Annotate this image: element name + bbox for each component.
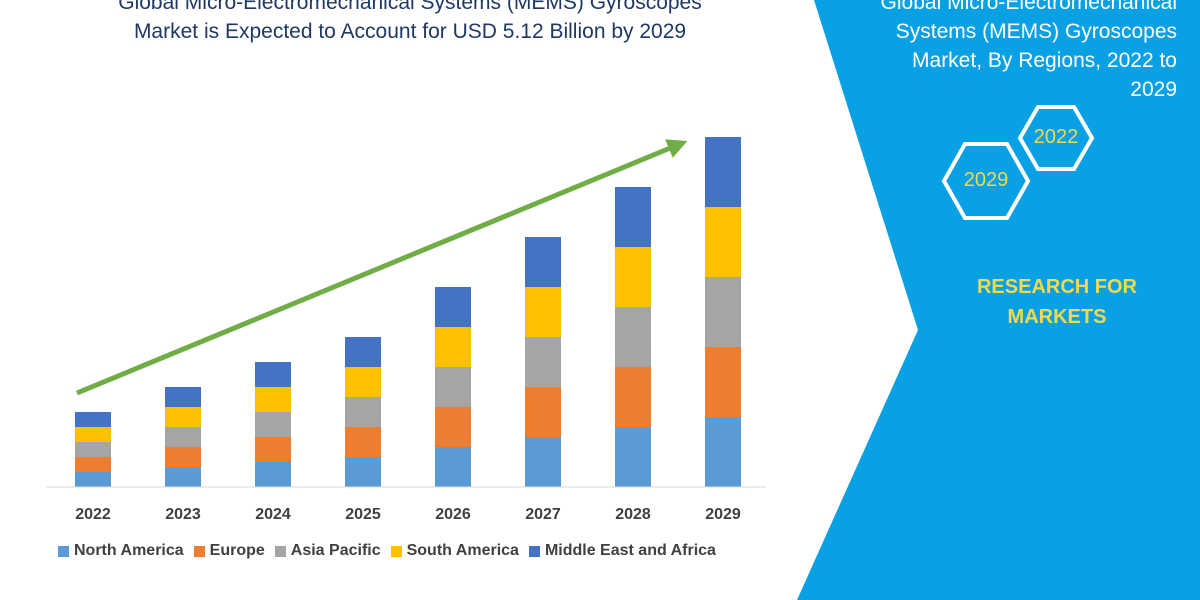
x-tick-label-2028: 2028 xyxy=(615,506,651,523)
bar-2025-series-4 xyxy=(345,337,381,367)
chart-title: Global Micro-Electromechanical Systems (… xyxy=(60,0,760,46)
x-tick-label-2029: 2029 xyxy=(705,506,741,523)
legend-swatch-1 xyxy=(193,545,205,557)
bar-2024-series-3 xyxy=(255,387,291,412)
hexagon-2029-label: 2029 xyxy=(963,169,1009,191)
bar-2025-series-2 xyxy=(345,397,381,427)
bar-2027-series-2 xyxy=(525,337,561,387)
legend-label-1: Europe xyxy=(209,542,265,559)
bar-2027-series-0 xyxy=(525,437,561,487)
bar-2023-series-2 xyxy=(165,427,201,447)
bar-2026-series-0 xyxy=(435,447,471,487)
hexagon-2022-outline xyxy=(1017,105,1095,171)
hexagon-2029-outline xyxy=(941,142,1031,220)
bar-2028-series-1 xyxy=(615,367,651,427)
x-tick-label-2024: 2024 xyxy=(255,506,291,523)
side-panel-title: Global Micro-Electromechanical Systems (… xyxy=(830,0,1177,104)
x-tick-label-2027: 2027 xyxy=(525,506,561,523)
bar-2028-series-3 xyxy=(615,247,651,307)
side-title-line-4: 2029 xyxy=(1130,78,1177,101)
bar-2029-series-0 xyxy=(705,417,741,487)
bar-2022-series-4 xyxy=(75,412,111,427)
bar-2025-series-0 xyxy=(345,457,381,487)
bar-2029-series-1 xyxy=(705,347,741,417)
bar-2022-series-3 xyxy=(75,427,111,442)
side-title-line-1: Global Micro-Electromechanical xyxy=(880,0,1177,14)
legend-swatch-2 xyxy=(274,545,286,557)
bar-2024-series-4 xyxy=(255,362,291,387)
bar-2024-series-1 xyxy=(255,437,291,462)
legend: North America Europe Asia Pacific South Ame… xyxy=(58,540,716,562)
legend-item-4: Middle East and Africa xyxy=(528,542,716,560)
legend-item-2: Asia Pacific xyxy=(274,542,381,560)
bar-2023-series-3 xyxy=(165,407,201,427)
bar-2026-series-3 xyxy=(435,327,471,367)
bar-2028-series-4 xyxy=(615,187,651,247)
legend-label-4: Middle East and Africa xyxy=(544,542,716,559)
x-tick-labels: 2022 2023 2024 2025 2026 2027 2028 2029 xyxy=(75,506,741,523)
legend-item-3: South America xyxy=(390,542,519,560)
chart-title-line-1: Global Micro-Electromechanical Systems (… xyxy=(118,0,702,14)
chart-title-line-2: Market is Expected to Account for USD 5.… xyxy=(133,20,687,43)
x-tick-label-2023: 2023 xyxy=(165,506,201,523)
brand-text: RESEARCH FOR MARKETS xyxy=(940,272,1174,332)
bar-2022-series-1 xyxy=(75,457,111,472)
bar-2022-series-2 xyxy=(75,442,111,457)
bar-2027-series-4 xyxy=(525,237,561,287)
brand-line-1: RESEARCH FOR xyxy=(976,276,1137,298)
trend-arrow xyxy=(76,139,688,396)
bar-2026-series-4 xyxy=(435,287,471,327)
bar-2025-series-3 xyxy=(345,367,381,397)
bar-2022-series-0 xyxy=(75,472,111,487)
bar-2027-series-1 xyxy=(525,387,561,437)
bar-2024-series-0 xyxy=(255,462,291,487)
legend-label-0: North America xyxy=(74,542,184,559)
legend-swatch-3 xyxy=(390,545,402,557)
bar-2023-series-0 xyxy=(165,467,201,487)
bar-2028-series-0 xyxy=(615,427,651,487)
legend-swatch-0 xyxy=(58,545,69,557)
side-title-line-3: Market, By Regions, 2022 to xyxy=(912,49,1177,72)
bar-2025-series-1 xyxy=(345,427,381,457)
side-title-line-2: Systems (MEMS) Gyroscopes xyxy=(895,20,1177,43)
side-panel-background xyxy=(797,0,1200,600)
legend-item-1: Europe xyxy=(193,542,265,560)
legend-swatch-4 xyxy=(528,545,540,557)
legend-label-3: South America xyxy=(406,542,519,559)
bars-layer xyxy=(75,137,741,487)
bar-2024-series-2 xyxy=(255,412,291,437)
hexagon-2022-label: 2022 xyxy=(1033,126,1079,148)
brand-line-2: MARKETS xyxy=(1007,306,1107,328)
bar-2023-series-1 xyxy=(165,447,201,467)
x-tick-label-2026: 2026 xyxy=(435,506,471,523)
legend-item-0: North America xyxy=(58,542,184,560)
bar-2028-series-2 xyxy=(615,307,651,367)
bar-2029-series-4 xyxy=(705,137,741,207)
bar-2029-series-3 xyxy=(705,207,741,277)
bar-2026-series-1 xyxy=(435,407,471,447)
stacked-bar-chart: 2022 2023 2024 2025 2026 2027 2028 2029 xyxy=(46,137,766,523)
bar-2026-series-2 xyxy=(435,367,471,407)
bar-2029-series-2 xyxy=(705,277,741,347)
x-tick-label-2022: 2022 xyxy=(75,506,111,523)
bar-2023-series-4 xyxy=(165,387,201,407)
bar-2027-series-3 xyxy=(525,287,561,337)
legend-label-2: Asia Pacific xyxy=(290,542,381,559)
x-tick-label-2025: 2025 xyxy=(345,506,381,523)
